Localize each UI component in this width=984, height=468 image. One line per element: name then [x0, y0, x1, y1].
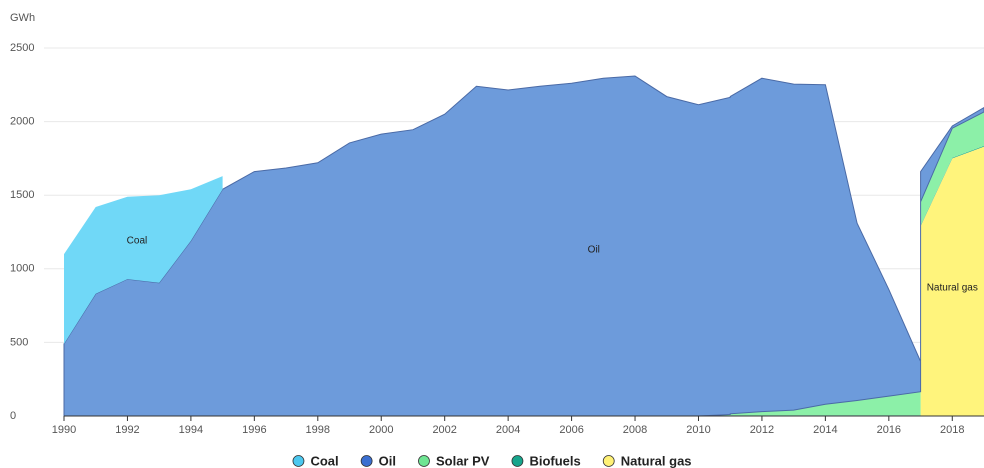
area-layer — [64, 176, 223, 344]
annotation: Oil — [588, 244, 600, 255]
legend-label: Oil — [379, 453, 396, 468]
x-tick-label: 2018 — [940, 424, 964, 436]
area-layer — [920, 146, 984, 416]
legend-marker — [602, 455, 615, 467]
x-tick-label: 2002 — [432, 424, 456, 436]
y-tick-label: 2500 — [10, 42, 34, 54]
x-tick-label: 2000 — [369, 424, 393, 436]
y-tick-label: 0 — [10, 410, 16, 422]
x-tick-label: 2004 — [496, 424, 520, 436]
y-tick-label: 1500 — [10, 189, 34, 201]
x-tick-label: 1992 — [115, 424, 139, 436]
y-unit: GWh — [10, 12, 35, 24]
x-tick-label: 2014 — [813, 424, 837, 436]
x-tick-label: 1998 — [306, 424, 330, 436]
x-tick-label: 1990 — [52, 424, 76, 436]
area-layer — [63, 75, 984, 417]
legend-marker — [292, 455, 305, 467]
legend-marker — [418, 455, 430, 467]
legend-marker — [360, 455, 373, 467]
legend-label: Solar PV — [436, 453, 490, 468]
x-tick-label: 2008 — [623, 424, 647, 436]
x-tick-label: 2010 — [686, 424, 710, 436]
x-tick-label: 1996 — [242, 424, 266, 436]
x-tick-label: 2016 — [877, 424, 901, 436]
y-tick-label: 500 — [10, 336, 28, 348]
legend-label: Coal — [310, 453, 338, 468]
x-tick-label: 2006 — [559, 424, 583, 436]
y-tick-label: 2000 — [10, 116, 34, 128]
legend: Coal Oil Solar PV Biofuels Natural gas — [292, 453, 692, 468]
legend-label: Biofuels — [529, 453, 580, 468]
legend-label: Natural gas — [621, 453, 692, 468]
legend-marker — [511, 455, 524, 467]
annotation: Natural gas — [927, 283, 978, 294]
area-layer — [698, 112, 984, 416]
annotation: Coal — [127, 235, 148, 246]
x-tick-label: 2012 — [750, 424, 774, 436]
x-tick-label: 1994 — [179, 424, 203, 436]
y-tick-label: 1000 — [10, 263, 34, 275]
